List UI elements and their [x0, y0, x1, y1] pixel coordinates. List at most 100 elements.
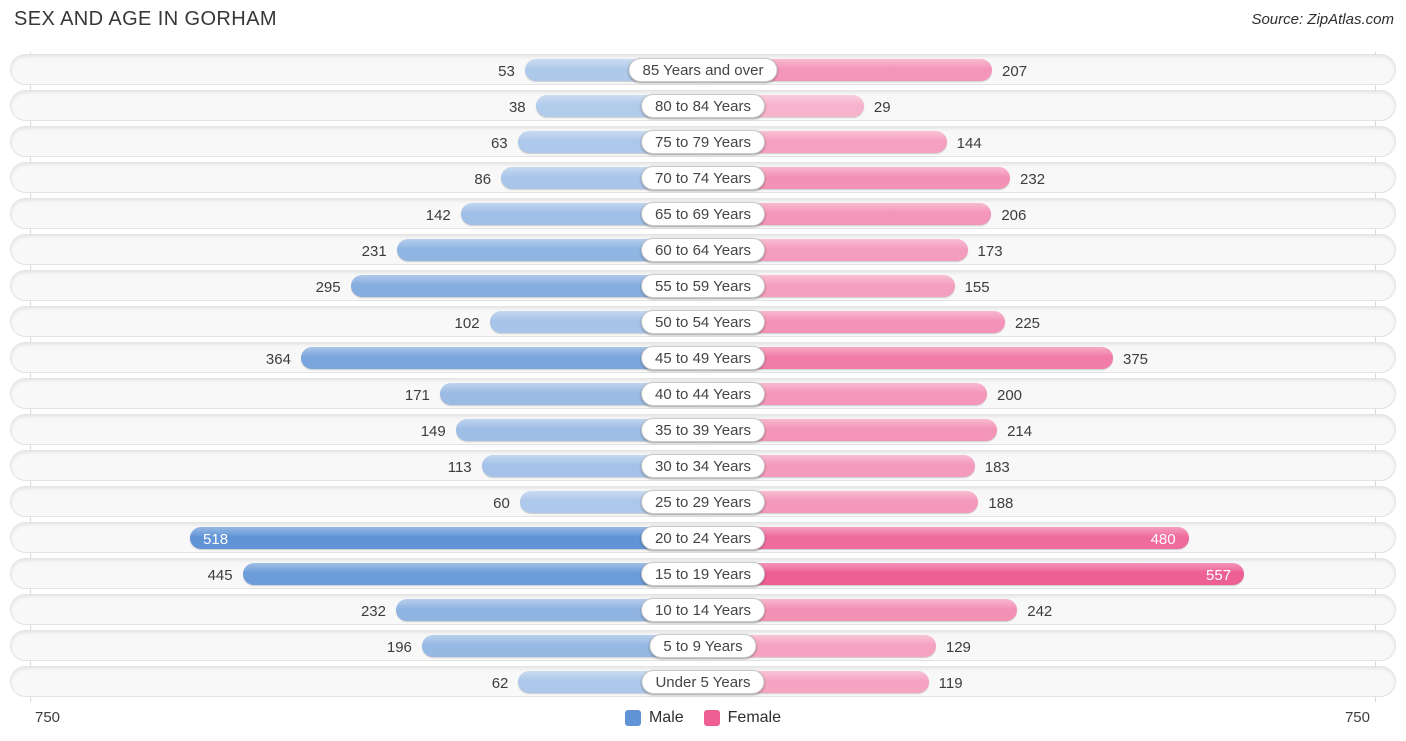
male-value-label: 445 [207, 567, 233, 584]
female-bar [703, 491, 979, 513]
male-value-label: 149 [420, 423, 446, 440]
pyramid-row: 232 242 10 to 14 Years [10, 594, 1396, 625]
pyramid-row: 364 375 45 to 49 Years [10, 342, 1396, 373]
pyramid-row: 113 183 30 to 34 Years [10, 450, 1396, 481]
legend-item-female: Female [703, 709, 782, 727]
female-bar [703, 203, 992, 225]
pyramid-row: 445 557 15 to 19 Years [10, 558, 1396, 589]
female-value-label: 480 [1150, 531, 1176, 548]
male-value-label: 63 [490, 135, 508, 152]
age-group-label: Under 5 Years [641, 670, 765, 694]
page-title: SEX AND AGE IN GORHAM [14, 8, 277, 30]
female-bar [703, 635, 936, 657]
female-value-label: 144 [956, 135, 982, 152]
female-bar [703, 563, 1245, 585]
age-group-label: 70 to 74 Years [641, 166, 765, 190]
female-value-label: 207 [1002, 63, 1028, 80]
female-value-label: 225 [1015, 315, 1041, 332]
axis-label-left: 750 [35, 709, 61, 726]
female-bar [703, 167, 1011, 189]
legend-item-male: Male [624, 709, 684, 727]
male-value-label: 171 [404, 387, 430, 404]
female-value-label: 129 [945, 639, 971, 656]
female-value-label: 232 [1020, 171, 1046, 188]
age-group-label: 85 Years and over [628, 58, 778, 82]
male-value-label: 232 [360, 603, 386, 620]
legend: Male Female [10, 706, 1396, 730]
male-swatch-icon [624, 710, 641, 726]
age-group-label: 15 to 19 Years [641, 562, 765, 586]
female-value-label: 200 [997, 387, 1023, 404]
male-value-label: 86 [474, 171, 492, 188]
female-value-label: 29 [873, 99, 891, 116]
male-bar [350, 275, 703, 297]
pyramid-row: 60 188 25 to 29 Years [10, 486, 1396, 517]
male-value-label: 196 [386, 639, 412, 656]
female-value-label: 557 [1206, 567, 1232, 584]
age-group-label: 25 to 29 Years [641, 490, 765, 514]
pyramid-row: 196 129 5 to 9 Years [10, 630, 1396, 661]
female-bar [703, 347, 1113, 369]
age-group-label: 55 to 59 Years [641, 274, 765, 298]
pyramid-row: 518 480 20 to 24 Years [10, 522, 1396, 553]
pyramid-row: 86 232 70 to 74 Years [10, 162, 1396, 193]
male-value-label: 518 [203, 531, 229, 548]
axis-line-left [30, 52, 31, 702]
female-value-label: 119 [938, 675, 963, 692]
pyramid-row: 102 225 50 to 54 Years [10, 306, 1396, 337]
female-value-label: 183 [984, 459, 1010, 476]
male-bar [242, 563, 703, 585]
chart-footer: 750 Male Female 750 [10, 706, 1396, 730]
age-group-label: 10 to 14 Years [641, 598, 765, 622]
male-value-label: 53 [498, 63, 515, 80]
male-value-label: 231 [361, 243, 387, 260]
age-group-label: 35 to 39 Years [641, 418, 765, 442]
female-value-label: 155 [964, 279, 990, 296]
pyramid-row: 295 155 55 to 59 Years [10, 270, 1396, 301]
axis-label-right: 750 [1344, 709, 1370, 726]
male-bar [439, 383, 703, 405]
male-legend-label: Male [648, 709, 684, 726]
pyramid-row: 53 207 85 Years and over [10, 54, 1396, 85]
male-bar [395, 599, 703, 621]
age-group-label: 30 to 34 Years [641, 454, 765, 478]
female-swatch-icon [703, 710, 720, 726]
age-group-label: 65 to 69 Years [641, 202, 765, 226]
age-group-label: 60 to 64 Years [641, 238, 765, 262]
male-value-label: 60 [493, 495, 510, 512]
axis-line-right [1375, 52, 1376, 702]
male-value-label: 62 [491, 675, 509, 692]
female-value-label: 375 [1123, 351, 1149, 368]
male-value-label: 102 [454, 315, 480, 332]
pyramid-row: 63 144 75 to 79 Years [10, 126, 1396, 157]
pyramid-row: 142 206 65 to 69 Years [10, 198, 1396, 229]
female-bar [703, 599, 1018, 621]
female-bar [703, 275, 955, 297]
female-legend-label: Female [727, 709, 782, 726]
male-value-label: 142 [425, 207, 451, 224]
pyramid-row: 171 200 40 to 44 Years [10, 378, 1396, 409]
age-group-label: 20 to 24 Years [641, 526, 765, 550]
male-bar [190, 527, 703, 549]
female-value-label: 206 [1001, 207, 1027, 224]
female-value-label: 188 [988, 495, 1014, 512]
male-value-label: 113 [447, 459, 472, 476]
age-group-label: 40 to 44 Years [641, 382, 765, 406]
pyramid-row: 149 214 35 to 39 Years [10, 414, 1396, 445]
pyramid-row: 231 173 60 to 64 Years [10, 234, 1396, 265]
age-group-label: 45 to 49 Years [641, 346, 765, 370]
age-group-label: 5 to 9 Years [649, 634, 757, 658]
pyramid-row: 38 29 80 to 84 Years [10, 90, 1396, 121]
female-value-label: 173 [977, 243, 1003, 260]
source-attribution: Source: ZipAtlas.com [1251, 11, 1394, 28]
male-bar [300, 347, 703, 369]
female-bar [703, 239, 968, 261]
pyramid-row: 62 119 Under 5 Years [10, 666, 1396, 697]
chart-header: SEX AND AGE IN GORHAM Source: ZipAtlas.c… [14, 8, 1394, 31]
male-value-label: 364 [265, 351, 291, 368]
age-group-label: 50 to 54 Years [641, 310, 765, 334]
male-bar [396, 239, 703, 261]
age-group-label: 75 to 79 Years [641, 130, 765, 154]
female-value-label: 214 [1007, 423, 1033, 440]
female-bar [703, 311, 1005, 333]
